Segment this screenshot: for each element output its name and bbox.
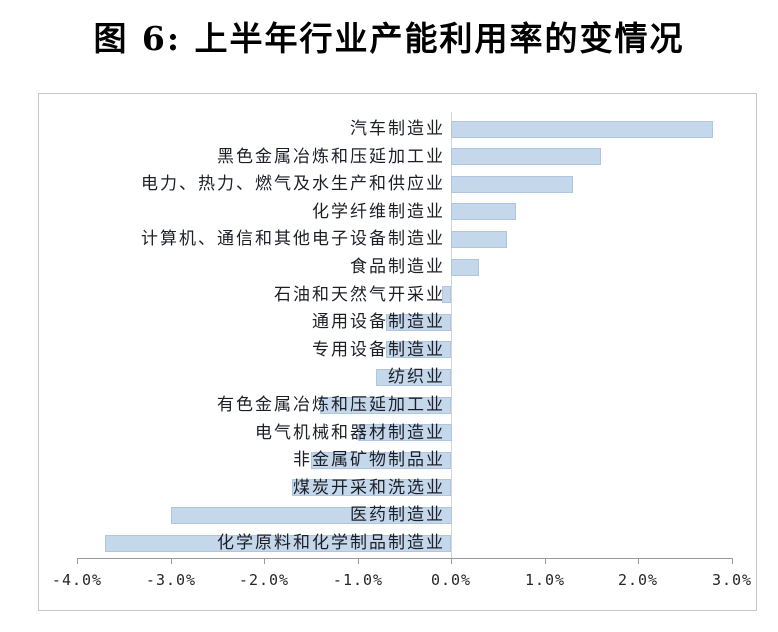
bar — [320, 397, 451, 414]
category-label: 纺织业 — [388, 367, 445, 387]
bar — [442, 286, 451, 303]
category-label: 专用设备制造业 — [312, 340, 445, 360]
category-label: 食品制造业 — [350, 257, 445, 277]
x-axis-line — [77, 558, 732, 559]
category-label: 化学纤维制造业 — [312, 202, 445, 222]
category-label: 计算机、通信和其他电子设备制造业 — [141, 229, 445, 249]
x-axis-tick — [638, 558, 639, 564]
x-axis-tick-label: 2.0% — [617, 571, 659, 589]
bar — [451, 203, 516, 220]
x-axis-tick-label: -3.0% — [145, 571, 197, 589]
chart-title: 图 6: 上半年行业产能利用率的变情况 — [93, 19, 685, 58]
x-axis-tick-label: 3.0% — [711, 571, 753, 589]
x-axis-tick-label: 0.0% — [430, 571, 472, 589]
category-label: 化学原料和化学制品制造业 — [217, 533, 445, 553]
x-axis-tick-label: -2.0% — [238, 571, 290, 589]
bar — [358, 424, 452, 441]
category-label: 通用设备制造业 — [312, 312, 445, 332]
bar — [105, 535, 451, 552]
bar — [311, 452, 451, 469]
x-axis-tick — [264, 558, 265, 564]
bar — [386, 314, 451, 331]
bar — [451, 176, 573, 193]
x-axis-tick — [451, 558, 452, 564]
category-label: 黑色金属冶炼和压延加工业 — [217, 147, 445, 167]
bar — [386, 341, 451, 358]
bar — [451, 121, 713, 138]
bar — [451, 231, 507, 248]
chart-panel: 汽车制造业黑色金属冶炼和压延加工业电力、热力、燃气及水生产和供应业化学纤维制造业… — [38, 93, 757, 611]
x-axis-tick — [545, 558, 546, 564]
category-label: 汽车制造业 — [350, 119, 445, 139]
x-axis-tick-label: -4.0% — [51, 571, 103, 589]
x-axis-tick — [77, 558, 78, 564]
bar — [451, 259, 479, 276]
bar — [171, 507, 452, 524]
x-axis-tick — [171, 558, 172, 564]
bar — [292, 479, 451, 496]
bar — [376, 369, 451, 386]
x-axis-tick-label: 1.0% — [524, 571, 566, 589]
zero-axis-line — [451, 112, 452, 558]
plot-area: 汽车制造业黑色金属冶炼和压延加工业电力、热力、燃气及水生产和供应业化学纤维制造业… — [39, 94, 756, 610]
x-axis-tick — [358, 558, 359, 564]
category-label: 电气机械和器材制造业 — [255, 423, 445, 443]
x-axis-tick — [732, 558, 733, 564]
category-label: 石油和天然气开采业 — [274, 285, 445, 305]
category-label: 煤炭开采和洗选业 — [293, 478, 445, 498]
category-label: 有色金属冶炼和压延加工业 — [217, 395, 445, 415]
bar — [451, 148, 601, 165]
category-label: 电力、热力、燃气及水生产和供应业 — [141, 174, 445, 194]
category-label: 医药制造业 — [350, 505, 445, 525]
x-axis-tick-label: -1.0% — [332, 571, 384, 589]
category-label: 非金属矿物制品业 — [293, 450, 445, 470]
